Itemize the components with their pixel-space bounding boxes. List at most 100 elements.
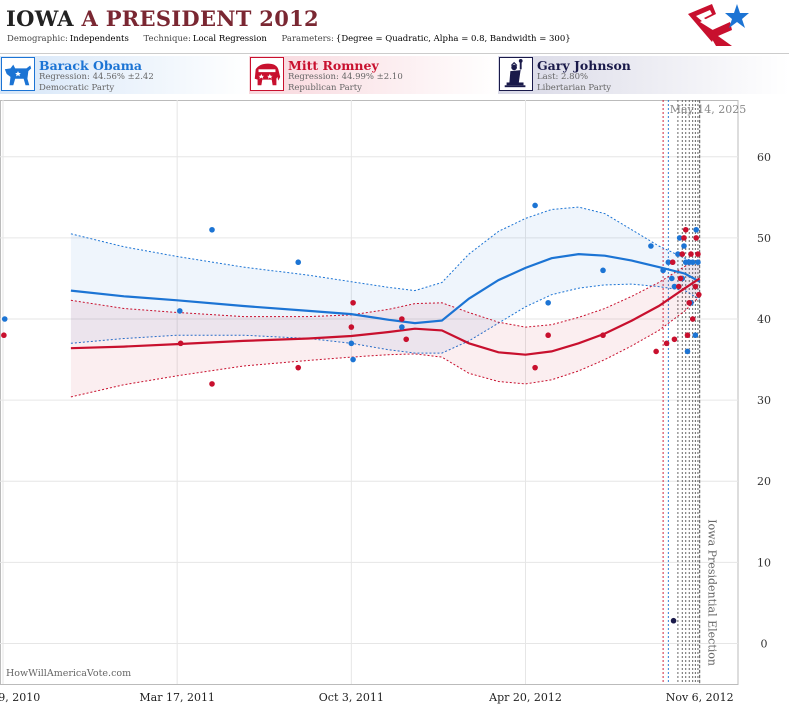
- regression-line: [70, 252, 701, 325]
- poll-point: [676, 235, 683, 241]
- poll-point: [684, 332, 691, 339]
- candidate-name: Gary Johnson: [537, 58, 631, 73]
- poll-point: [696, 291, 702, 298]
- poll-point: [693, 235, 699, 241]
- poll-point: [1, 316, 8, 322]
- candidate-name: Mitt Romney: [288, 58, 379, 73]
- poll-point: [295, 259, 302, 266]
- poll-point: [692, 332, 699, 339]
- poll-point: [545, 332, 551, 339]
- band-lower-line: [70, 283, 700, 354]
- poll-point: [209, 381, 215, 387]
- poll-point: [692, 283, 699, 290]
- demographic-value: Independents: [69, 34, 129, 44]
- y-tick-label: 60: [757, 151, 771, 164]
- band-upper-line: [70, 259, 700, 328]
- poll-chart: 0 10 20 30 40 50 60 Aug 29, 2010 Mar 17, 2011 Oct…: [0, 100, 771, 704]
- poll-point: [653, 348, 659, 355]
- poll-point: [677, 275, 684, 282]
- poll-point: [1, 332, 7, 339]
- poll-point: [669, 275, 675, 282]
- poll-point: [176, 308, 183, 314]
- parameters-line: Demographic: Independents Technique: Local…: [7, 34, 571, 44]
- today-label: May 14, 2025: [670, 103, 747, 116]
- technique-value: Local Regression: [192, 34, 267, 44]
- plot-area: [0, 100, 739, 685]
- candidate-last: Last: 2.80%: [537, 72, 589, 82]
- demographic-label: Demographic:: [7, 34, 68, 44]
- poll-point: [350, 299, 356, 306]
- poll-point: [681, 235, 687, 241]
- poll-point: [399, 324, 405, 330]
- poll-point: [600, 332, 606, 339]
- candidate-party: Libertarian Party: [537, 83, 612, 93]
- y-tick-label: 40: [757, 313, 771, 326]
- x-tick-label: Aug 29, 2010: [0, 691, 40, 704]
- poll-point: [675, 283, 682, 290]
- poll-point: [695, 251, 701, 257]
- poll-point: [670, 617, 677, 624]
- poll-point: [348, 340, 355, 347]
- star-logo-icon: [688, 4, 749, 46]
- page-title: IOWA A PRESIDENT 2012: [6, 6, 319, 31]
- poll-point: [399, 316, 405, 322]
- candidate-card-romney[interactable]: Mitt Romney Regression: 44.99% ±2.10 Rep…: [249, 56, 499, 94]
- donkey-icon: [1, 57, 35, 91]
- poll-point: [689, 316, 696, 322]
- x-tick-label: Mar 17, 2011: [139, 691, 215, 704]
- poll-point: [350, 356, 356, 363]
- candidate-party: Democratic Party: [39, 83, 115, 93]
- poll-point: [665, 259, 672, 266]
- poll-point: [177, 340, 184, 347]
- regression-line: [70, 277, 701, 356]
- parameters-value: {Degree = Quadratic, Alpha = 0.8, Bandwi…: [335, 34, 571, 44]
- parameters-label: Parameters:: [281, 34, 334, 44]
- poll-point: [660, 267, 666, 274]
- poll-point: [532, 202, 538, 209]
- y-tick-label: 20: [757, 475, 771, 488]
- poll-point: [545, 299, 551, 306]
- poll-point: [679, 251, 686, 257]
- poll-point: [689, 259, 696, 266]
- poll-point: [681, 243, 687, 249]
- poll-point: [686, 299, 693, 306]
- elephant-icon: [250, 57, 284, 91]
- title-state: IOWA: [6, 6, 74, 31]
- candidate-card-johnson[interactable]: Gary Johnson Last: 2.80% Libertarian Par…: [498, 56, 789, 94]
- poll-point: [600, 267, 606, 274]
- y-tick-label: 50: [757, 232, 771, 245]
- poll-point: [675, 251, 681, 257]
- poll-point: [682, 226, 689, 233]
- site-credit: HowWillAmericaVote.com: [6, 668, 132, 679]
- poll-point: [671, 283, 678, 290]
- candidate-regression: Regression: 44.99% ±2.10: [288, 72, 403, 82]
- statue-of-liberty-icon: [499, 57, 533, 91]
- poll-point: [295, 364, 302, 371]
- poll-point: [663, 340, 670, 347]
- poll-point: [648, 243, 654, 249]
- candidate-party: Republican Party: [288, 83, 362, 93]
- confidence-band: [70, 259, 700, 397]
- poll-point: [693, 226, 699, 233]
- candidate-legend: Barack Obama Regression: 44.56% ±2.42 De…: [0, 53, 789, 96]
- page-header: IOWA A PRESIDENT 2012 Demographic: Indepe…: [0, 0, 789, 50]
- band-upper-line: [70, 206, 700, 292]
- confidence-band: [70, 207, 700, 354]
- x-tick-label: Apr 20, 2012: [488, 691, 562, 704]
- band-lower-line: [70, 295, 701, 398]
- poll-point: [669, 259, 676, 266]
- x-tick-label: Nov 6, 2012: [666, 691, 734, 704]
- candidate-card-obama[interactable]: Barack Obama Regression: 44.56% ±2.42 De…: [0, 56, 250, 94]
- y-tick-label: 30: [757, 394, 771, 407]
- poll-point: [688, 251, 694, 257]
- title-race: A PRESIDENT 2012: [81, 6, 319, 31]
- x-tick-label: Oct 3, 2011: [319, 691, 384, 704]
- poll-point: [209, 226, 215, 233]
- candidate-name: Barack Obama: [39, 58, 143, 73]
- candidate-regression: Regression: 44.56% ±2.42: [39, 72, 154, 82]
- poll-point: [695, 259, 701, 266]
- y-tick-label: 0: [761, 637, 768, 650]
- technique-label: Technique:: [143, 34, 191, 44]
- y-tick-label: 10: [757, 556, 771, 569]
- poll-point: [403, 336, 410, 343]
